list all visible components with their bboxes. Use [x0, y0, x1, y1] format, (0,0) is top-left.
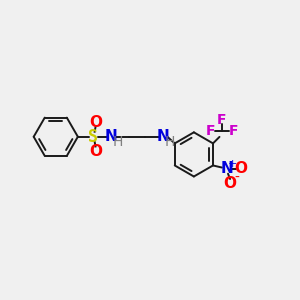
Text: -: -	[234, 171, 239, 185]
Text: N: N	[157, 129, 169, 144]
Text: O: O	[224, 176, 237, 190]
Text: H: H	[113, 135, 123, 149]
Text: F: F	[229, 124, 238, 138]
Text: +: +	[227, 159, 237, 169]
Text: N: N	[105, 129, 118, 144]
Text: O: O	[234, 161, 247, 176]
Text: O: O	[90, 144, 103, 159]
Text: F: F	[217, 113, 226, 127]
Text: S: S	[88, 128, 98, 146]
Text: F: F	[206, 124, 215, 138]
Text: O: O	[90, 115, 103, 130]
Text: H: H	[164, 135, 175, 149]
Text: N: N	[221, 161, 233, 176]
